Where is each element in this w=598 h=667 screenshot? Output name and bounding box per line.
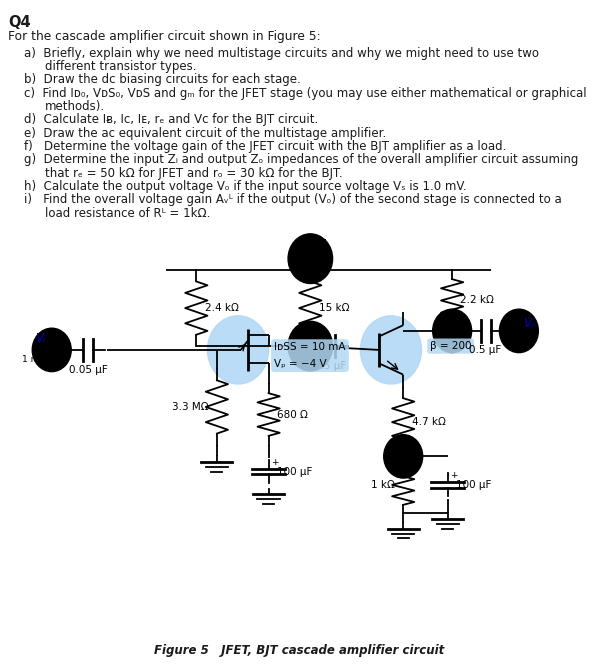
Text: 3.3 MΩ: 3.3 MΩ	[172, 402, 209, 412]
Text: 0.5 μF: 0.5 μF	[469, 346, 502, 356]
Text: e)  Draw the ac equivalent circuit of the multistage amplifier.: e) Draw the ac equivalent circuit of the…	[24, 127, 386, 139]
Text: β = 200: β = 200	[430, 341, 471, 351]
Text: 0.05 μF: 0.05 μF	[69, 365, 107, 375]
Text: f)   Determine the voltage gain of the JFET circuit with the BJT amplifier as a : f) Determine the voltage gain of the JFE…	[24, 140, 507, 153]
Text: 2.2 kΩ: 2.2 kΩ	[460, 295, 495, 305]
Text: Figure 5   JFET, BJT cascade amplifier circuit: Figure 5 JFET, BJT cascade amplifier cir…	[154, 644, 444, 656]
Text: h)  Calculate the output voltage Vₒ if the input source voltage Vₛ is 1.0 mV.: h) Calculate the output voltage Vₒ if th…	[24, 180, 466, 193]
Circle shape	[499, 309, 538, 353]
Text: c)  Find Iᴅ₀, VᴅS₀, VᴅS and gₘ for the JFET stage (you may use either mathematic: c) Find Iᴅ₀, VᴅS₀, VᴅS and gₘ for the JF…	[24, 87, 587, 99]
Text: For the cascade amplifier circuit shown in Figure 5:: For the cascade amplifier circuit shown …	[8, 30, 321, 43]
Text: d)  Calculate Iᴃ, Iᴄ, Iᴇ, rₑ and Vᴄ for the BJT circuit.: d) Calculate Iᴃ, Iᴄ, Iᴇ, rₑ and Vᴄ for t…	[24, 113, 318, 126]
Text: +: +	[271, 458, 279, 467]
Text: that rₑ = 50 kΩ for JFET and rₒ = 30 kΩ for the BJT.: that rₑ = 50 kΩ for JFET and rₒ = 30 kΩ …	[45, 167, 343, 179]
Text: Q4: Q4	[8, 15, 30, 29]
Circle shape	[288, 234, 332, 283]
Text: g)  Determine the input Zᵢ and output Zₒ impedances of the overall amplifier cir: g) Determine the input Zᵢ and output Zₒ …	[24, 153, 578, 166]
Circle shape	[32, 328, 71, 372]
Circle shape	[288, 321, 332, 371]
Circle shape	[384, 435, 423, 478]
Text: +20 V: +20 V	[294, 239, 327, 249]
Text: i)   Find the overall voltage gain Aᵥᴸ if the output (Vₒ) of the second stage is: i) Find the overall voltage gain Aᵥᴸ if …	[24, 193, 562, 206]
Text: +: +	[450, 472, 458, 480]
Text: 100 μF: 100 μF	[277, 467, 312, 476]
Text: 2.4 kΩ: 2.4 kΩ	[205, 303, 239, 313]
Text: 15 kΩ: 15 kΩ	[319, 303, 349, 313]
Text: Vₒ: Vₒ	[523, 317, 536, 329]
Circle shape	[208, 315, 269, 384]
Text: load resistance of Rᴸ = 1kΩ.: load resistance of Rᴸ = 1kΩ.	[45, 207, 210, 219]
Text: 1 kΩ: 1 kΩ	[371, 480, 395, 490]
Text: 1 mV: 1 mV	[22, 355, 45, 364]
Text: different transistor types.: different transistor types.	[45, 60, 196, 73]
Text: Vᵢ: Vᵢ	[35, 332, 45, 345]
Text: methods).: methods).	[45, 100, 105, 113]
Text: IᴅSS = 10 mA
Vₚ = −4 V: IᴅSS = 10 mA Vₚ = −4 V	[274, 342, 346, 369]
Circle shape	[433, 309, 472, 353]
Text: 100 μF: 100 μF	[456, 480, 492, 490]
Text: 680 Ω: 680 Ω	[277, 410, 308, 420]
Circle shape	[361, 315, 422, 384]
Text: 0.5 μF: 0.5 μF	[314, 362, 346, 372]
Text: b)  Draw the dc biasing circuits for each stage.: b) Draw the dc biasing circuits for each…	[24, 73, 301, 86]
Text: 4.7 kΩ: 4.7 kΩ	[411, 417, 446, 427]
Text: a)  Briefly, explain why we need multistage circuits and why we might need to us: a) Briefly, explain why we need multista…	[24, 47, 539, 59]
